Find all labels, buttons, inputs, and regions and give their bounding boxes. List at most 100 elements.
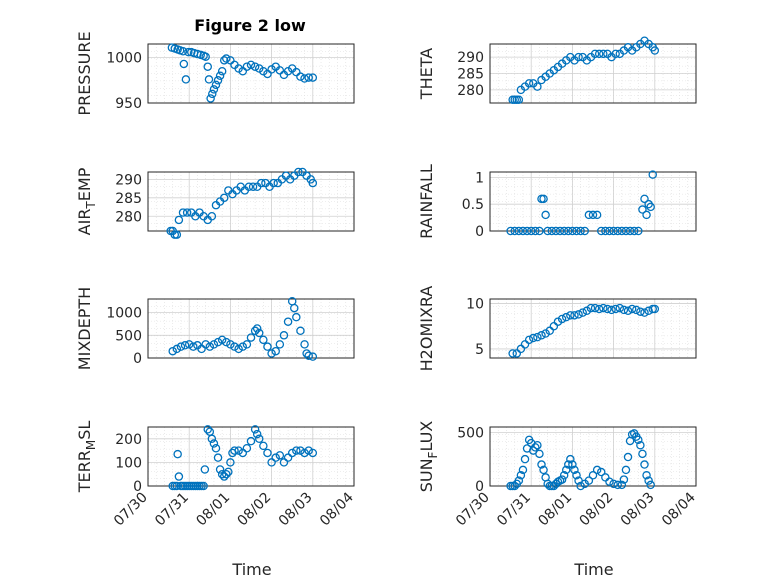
data-point bbox=[590, 49, 600, 59]
data-point bbox=[267, 349, 276, 358]
data-point bbox=[173, 449, 182, 459]
data-point bbox=[271, 346, 280, 356]
data-point bbox=[578, 308, 587, 317]
x-tick-label: 08/01 bbox=[193, 490, 233, 530]
data-point bbox=[217, 66, 227, 76]
y-tick-label: 950 bbox=[115, 96, 142, 112]
data-point bbox=[200, 465, 210, 474]
data-point bbox=[625, 226, 635, 236]
axes-box bbox=[147, 298, 355, 359]
data-point bbox=[248, 182, 258, 191]
data-point bbox=[644, 476, 653, 485]
data-point bbox=[564, 460, 573, 469]
data-point bbox=[634, 435, 643, 445]
data-point bbox=[609, 226, 618, 236]
data-point bbox=[224, 467, 233, 477]
data-point bbox=[219, 56, 229, 65]
y-tick-label: 200 bbox=[115, 432, 142, 448]
data-point bbox=[246, 436, 256, 446]
y-tick-label: 285 bbox=[457, 67, 484, 83]
data-point bbox=[568, 460, 577, 469]
data-point bbox=[222, 469, 231, 479]
data-point bbox=[605, 226, 614, 236]
data-point bbox=[178, 47, 188, 56]
data-point bbox=[533, 440, 542, 450]
axes-box bbox=[489, 426, 697, 487]
data-point bbox=[611, 304, 620, 314]
panel-7: 0 100 200 07/30 07/31 08/01 08/02 08/03 08/04 TER… bbox=[75, 421, 357, 530]
data-point bbox=[304, 351, 313, 360]
data-point bbox=[213, 76, 223, 85]
data-point bbox=[634, 226, 643, 236]
data-point bbox=[271, 453, 280, 462]
data-point bbox=[555, 226, 565, 236]
data-point bbox=[514, 226, 524, 236]
y-tick-label: 280 bbox=[457, 83, 484, 99]
data-point bbox=[646, 480, 655, 490]
data-point bbox=[230, 446, 239, 455]
data-point bbox=[201, 340, 210, 349]
y-axis-label-main: THETA bbox=[417, 48, 436, 100]
data-point bbox=[238, 342, 248, 351]
data-point bbox=[510, 481, 519, 491]
data-point bbox=[213, 453, 223, 462]
data-point bbox=[603, 304, 612, 314]
data-point bbox=[209, 85, 219, 94]
data-point bbox=[267, 458, 276, 467]
data-point bbox=[217, 335, 227, 345]
data-point bbox=[184, 340, 194, 349]
y-axis-label-subscript: F bbox=[426, 451, 440, 458]
data-point bbox=[640, 460, 649, 469]
data-point bbox=[617, 226, 627, 236]
y-axis-label-main: PRESSURE bbox=[75, 31, 94, 115]
data-point bbox=[566, 454, 575, 464]
data-point bbox=[259, 335, 268, 345]
data-point bbox=[222, 54, 231, 63]
data-point bbox=[283, 317, 293, 326]
data-point bbox=[596, 226, 606, 236]
data-point bbox=[650, 304, 660, 314]
x-tick-label: 08/04 bbox=[659, 489, 699, 529]
data-point bbox=[557, 475, 567, 484]
data-point bbox=[213, 337, 223, 347]
x-tick-label: 08/04 bbox=[317, 489, 357, 529]
data-point bbox=[533, 332, 542, 342]
data-point bbox=[629, 226, 639, 236]
data-point bbox=[570, 311, 579, 320]
data-point bbox=[242, 443, 252, 453]
y-axis-label-main: H2OMIXRA bbox=[417, 286, 436, 372]
data-point bbox=[524, 79, 534, 88]
data-point bbox=[648, 170, 657, 179]
data-point bbox=[621, 465, 631, 475]
x-tick-label: 07/31 bbox=[494, 490, 534, 530]
data-point bbox=[607, 305, 616, 315]
data-point bbox=[570, 465, 579, 475]
y-tick-label: 500 bbox=[457, 425, 484, 441]
data-point bbox=[638, 449, 647, 459]
data-point bbox=[576, 226, 585, 236]
data-point bbox=[524, 335, 534, 345]
panel-1: 950 1000 PRESSURE bbox=[75, 31, 355, 116]
data-point bbox=[234, 344, 243, 354]
panel-3: 280 285 290 AIRTEMP bbox=[75, 167, 355, 239]
panel-6: 5 10 H2OMIXRA bbox=[417, 286, 697, 372]
data-point bbox=[242, 62, 252, 71]
data-point bbox=[605, 477, 614, 486]
data-point bbox=[551, 226, 561, 236]
data-point bbox=[506, 226, 515, 236]
data-point bbox=[254, 434, 264, 444]
data-point bbox=[531, 226, 540, 236]
data-point bbox=[543, 226, 552, 236]
y-axis-label: PRESSURE bbox=[75, 31, 94, 115]
y-tick-label: 1000 bbox=[106, 51, 142, 67]
y-axis-label-subscript: T bbox=[84, 201, 98, 210]
y-tick-label: 100 bbox=[115, 455, 142, 471]
data-point bbox=[619, 475, 629, 484]
data-point bbox=[290, 303, 299, 313]
data-point bbox=[533, 82, 542, 91]
y-axis-label-main: SUN bbox=[417, 458, 436, 492]
data-point bbox=[572, 226, 581, 236]
data-point bbox=[206, 94, 215, 103]
data-point bbox=[568, 226, 577, 236]
